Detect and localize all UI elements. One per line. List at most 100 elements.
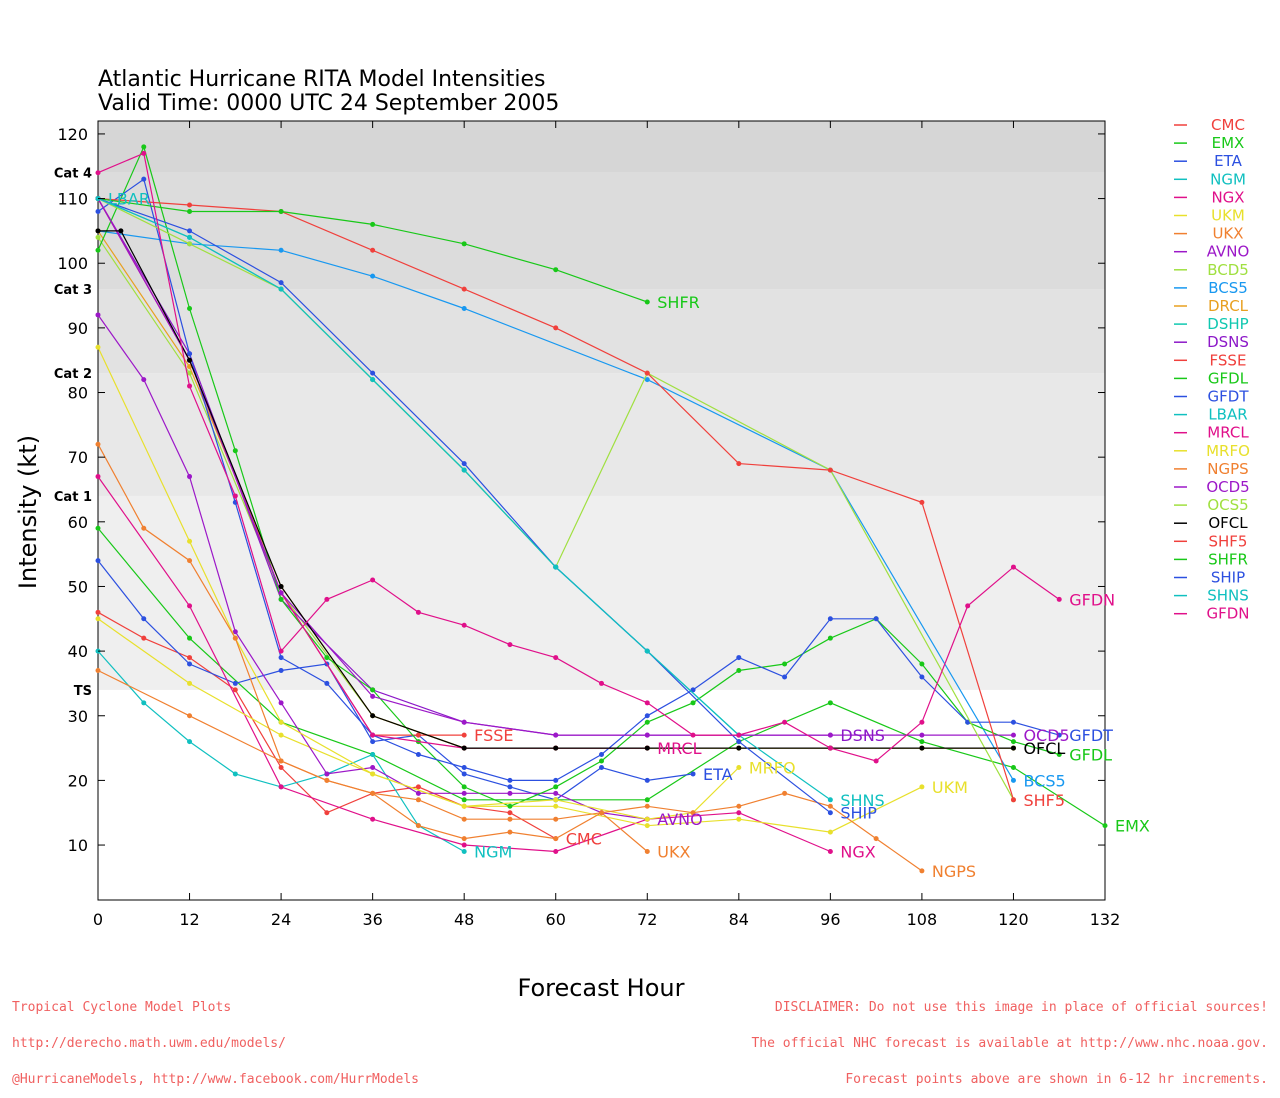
data-point-gfdl [232,448,238,454]
data-point-mrfo [461,803,467,809]
end-label-mrfo: MRFO [749,758,796,777]
data-point-gfdl [736,668,742,674]
data-point-gfdt [553,777,559,783]
data-point-eta [507,784,513,790]
footer-disclaimer-line: DISCLAIMER: Do not use this image in pla… [774,1000,1268,1015]
data-point-shns [370,377,376,383]
series-line-emx [97,527,1106,827]
data-point-ngps [873,836,879,842]
data-point-ukx [507,816,513,822]
data-point-ocd5 [919,732,925,738]
data-point-gfdt [324,680,330,686]
data-point-ngx [553,849,559,855]
data-point-gfdl [370,687,376,693]
data-point-ofcl [118,228,124,234]
data-point-ngm [232,771,238,777]
data-point-ngx [827,849,833,855]
end-label-avno: AVNO [657,810,702,829]
legend-label: GFDN [1206,605,1249,623]
data-point-cmc [232,687,238,693]
data-point-ukx [461,816,467,822]
data-point-mrfo [736,764,742,770]
end-label-ukm: UKM [932,778,968,797]
x-tick-label: 24 [271,910,291,929]
data-point-ocd5 [461,719,467,725]
data-point-cmc [415,784,421,790]
data-point-gfdn [95,170,101,176]
end-label-shf5: SHF5 [1023,791,1065,810]
data-point-mrfo [370,771,376,777]
data-point-avno [507,790,513,796]
series-line-ofcl [98,230,1014,749]
data-point-cmc [324,810,330,816]
data-point-shfr [278,209,284,215]
legend-label: NGM [1210,170,1246,188]
data-point-gfdl [461,784,467,790]
data-point-eta [141,616,147,622]
legend-label: SHIP [1211,569,1245,587]
data-point-shns [644,648,650,654]
data-point-ship [187,228,193,234]
legend-label: NGX [1211,188,1244,206]
data-point-mrfo [187,538,193,544]
data-point-gfdn [736,732,742,738]
data-point-gfdn [690,732,696,738]
data-point-ocd5 [553,732,559,738]
data-point-ngps [370,790,376,796]
data-point-shfr [187,209,193,215]
data-point-gfdl [278,596,284,602]
data-point-shns [187,234,193,240]
footer-disclaimer-line: The official NHC forecast is available a… [751,1036,1268,1051]
data-point-gfdt [95,209,101,215]
data-point-avno [324,771,330,777]
y-tick-label: 80 [68,384,88,403]
data-point-gfdn [278,648,284,654]
data-point-emx [1102,823,1108,829]
data-point-emx [827,700,833,706]
x-tick-label: 60 [546,910,566,929]
data-point-mrfo [553,797,559,803]
data-point-ngps [324,777,330,783]
end-label-shns: SHNS [840,791,884,810]
data-point-eta [690,771,696,777]
data-point-shfr [644,299,650,305]
data-point-shf5 [736,461,742,467]
legend-label: CMC [1211,116,1245,134]
plot-frame [97,120,1106,901]
end-label-ocd5: OCD5 [1023,726,1069,745]
data-point-ngps [736,803,742,809]
series-end-labels: CMC EMX ETA NGM NGX UKM UKX AVNO BCS5 DSNS FSSE GFD… [108,190,1150,881]
data-point-avno [141,377,147,383]
data-point-emx [461,797,467,803]
data-point-ofcl [370,713,376,719]
end-label-shfr: SHFR [657,293,700,312]
data-point-gfdl [95,247,101,253]
data-point-ngm [461,849,467,855]
data-point-mrfo [95,344,101,350]
band-cat-1 [98,373,1105,496]
data-point-gfdl [644,719,650,725]
data-point-ngx [278,784,284,790]
data-point-avno [370,764,376,770]
series-gfdl [95,144,1062,809]
data-point-gfdl [919,661,925,667]
data-point-gfdn [232,493,238,499]
footer-credit-line: Tropical Cyclone Model Plots [12,1000,232,1015]
footer-credit-line: @HurricaneModels, http://www.facebook.co… [12,1072,419,1087]
y-tick-label: 90 [68,319,88,338]
data-point-ukx [187,713,193,719]
data-point-avno [461,790,467,796]
data-point-ofcl [644,745,650,751]
end-label-mrcl: MRCL [657,739,701,758]
legend-label: AVNO [1207,243,1250,261]
data-point-ukm [736,816,742,822]
x-axis-label: Forecast Hour [518,974,685,1002]
data-point-gfdn [507,642,513,648]
data-point-gfdl [507,803,513,809]
legend: CMCEMXETANGMNGXUKMUKXAVNOBCD5BCS5DRCLDSH… [1174,116,1250,623]
data-point-mrfo [278,719,284,725]
data-point-ukm [827,829,833,835]
data-point-gfdt [644,713,650,719]
series-shns [95,196,833,803]
data-point-ship [736,739,742,745]
